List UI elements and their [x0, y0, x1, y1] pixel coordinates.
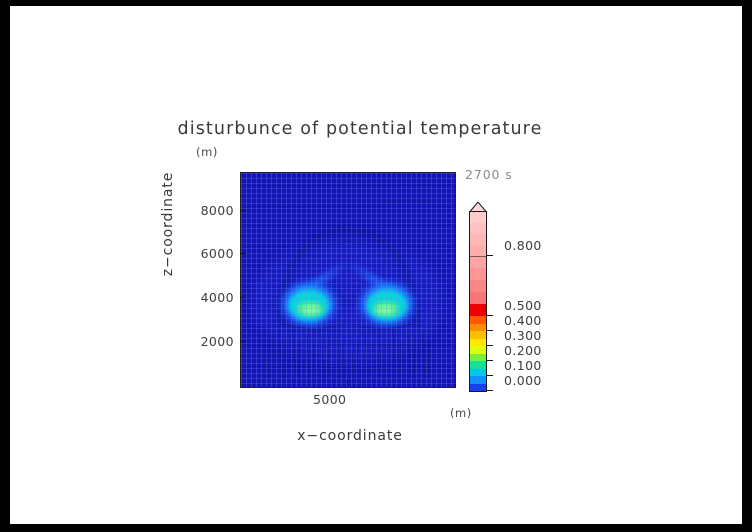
timestamp-label: 2700 s [465, 167, 513, 182]
contour-plot [240, 172, 456, 388]
colorbar-tickmark-0100 [486, 375, 493, 376]
contour-field [241, 173, 455, 387]
y-tick-8000: 8000 [200, 203, 234, 218]
colorbar-label-0800: 0.800 [504, 238, 542, 253]
y-tick-2000: 2000 [200, 334, 234, 349]
colorbar-label-0100: 0.100 [504, 358, 542, 373]
colorbar-tickmark-0000 [486, 390, 493, 391]
x-axis-unit-label: (m) [450, 406, 472, 420]
figure-paper: disturbunce of potential temperature (m)… [10, 6, 742, 524]
colorbar-label-0000: 0.000 [504, 373, 542, 388]
colorbar-label-0300: 0.300 [504, 328, 542, 343]
plume-right [356, 279, 418, 329]
x-axis-label: x−coordinate [297, 428, 403, 444]
upper-streaks [263, 182, 433, 204]
y-tickmark-2000 [240, 341, 246, 342]
plume-left [278, 279, 340, 329]
y-tickmark-6000 [240, 253, 246, 254]
y-tick-4000: 4000 [200, 290, 234, 305]
y-axis-label: z−coordinate [160, 171, 176, 277]
colorbar-tickmark-0500 [486, 315, 493, 316]
colorbar-tickmark-0800 [486, 255, 493, 256]
y-axis-ticklabels: 8000 6000 4000 2000 [180, 172, 234, 386]
colorbar-label-0200: 0.200 [504, 343, 542, 358]
y-tick-6000: 6000 [200, 246, 234, 261]
turbulent-layer [260, 322, 436, 381]
colorbar-tickmark-0200 [486, 360, 493, 361]
colorbar-gradient [469, 211, 487, 392]
y-tickmark-8000 [240, 210, 246, 211]
title-unit-label: (m) [196, 145, 218, 159]
colorbar-tickmark-0400 [486, 330, 493, 331]
colorbar-label-0400: 0.400 [504, 313, 542, 328]
colorbar-label-0500: 0.500 [504, 298, 542, 313]
y-tickmark-4000 [240, 297, 246, 298]
x-tickmark-5000 [347, 380, 348, 386]
page-title: disturbunce of potential temperature [177, 119, 543, 139]
colorbar [469, 202, 493, 392]
x-tick-5000: 5000 [313, 392, 347, 407]
colorbar-tickmark-0300 [486, 345, 493, 346]
dome-contour-arc [277, 227, 419, 326]
